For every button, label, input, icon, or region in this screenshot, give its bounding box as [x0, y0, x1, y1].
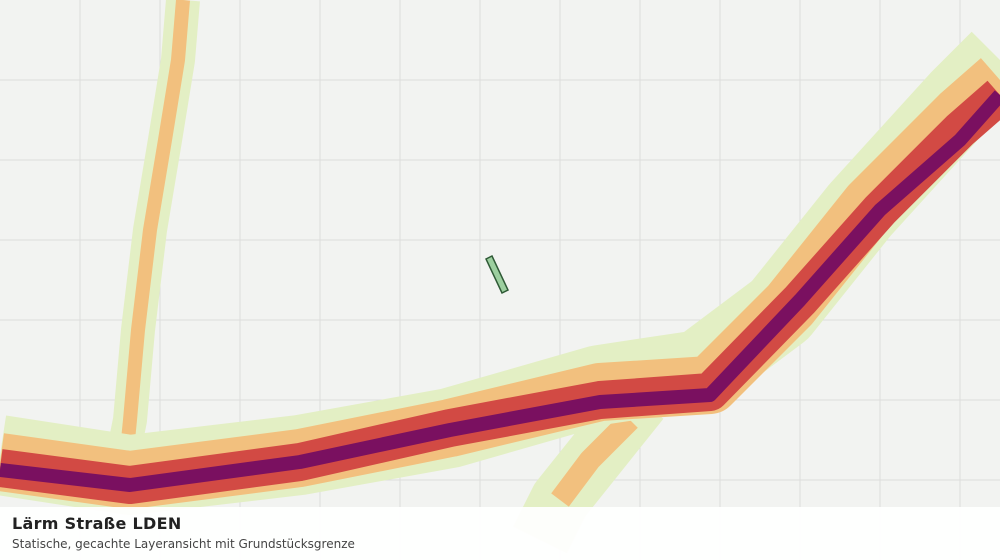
legend-subtitle: Statische, gecachte Layeransicht mit Gru… — [12, 537, 355, 551]
legend-title: Lärm Straße LDEN — [12, 514, 182, 533]
legend: Lärm Straße LDEN Statische, gecachte Lay… — [0, 507, 1000, 560]
parcel-boundary[interactable] — [485, 254, 509, 295]
noise-main-road — [0, 31, 1000, 515]
noise-side-road — [103, 0, 200, 474]
